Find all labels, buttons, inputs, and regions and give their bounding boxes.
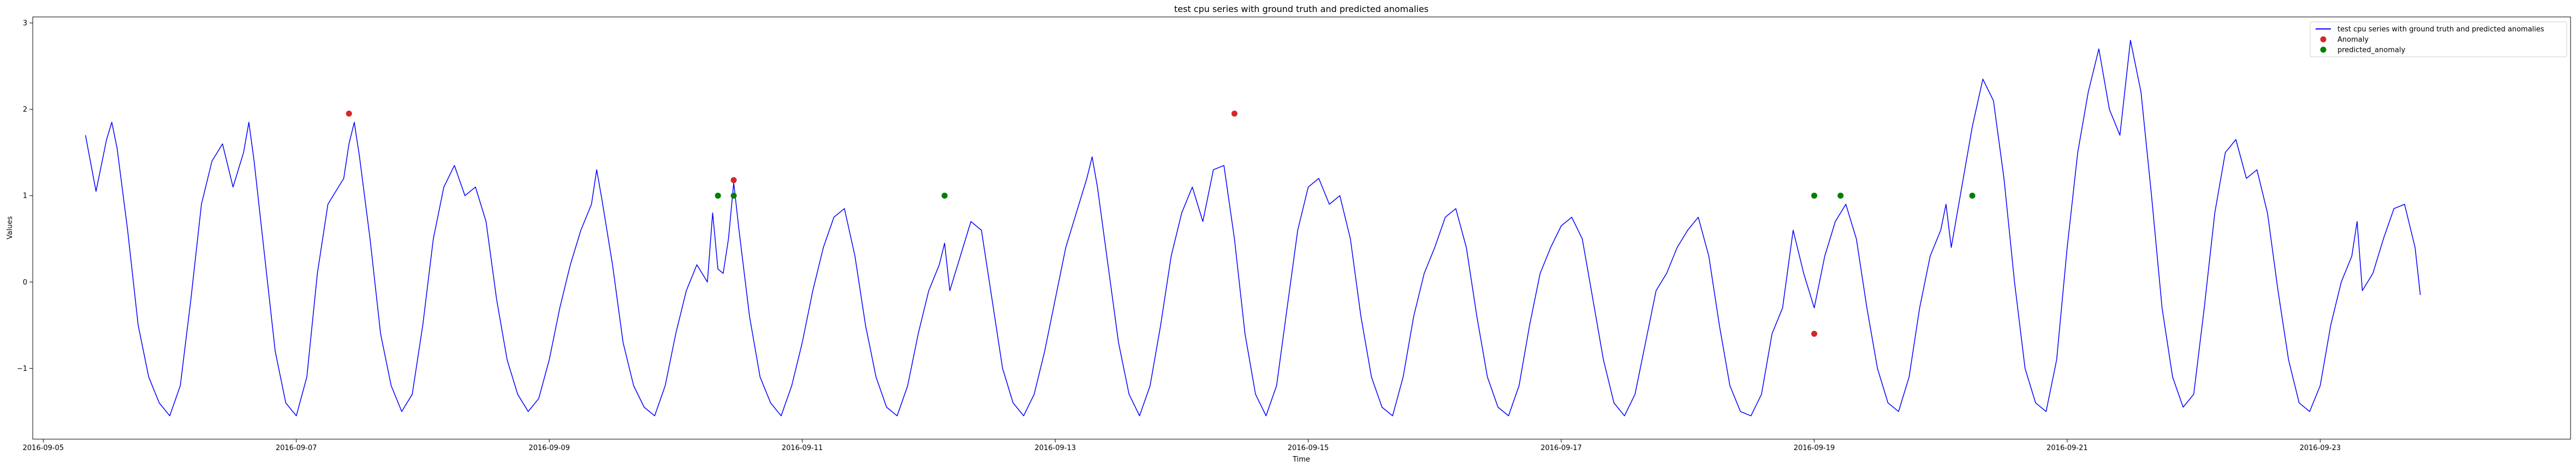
anomaly-point — [1231, 110, 1238, 117]
predicted-anomaly-point — [1837, 192, 1844, 199]
legend-marker-swatch — [2320, 46, 2327, 53]
anomaly-point — [1811, 330, 1817, 337]
legend-marker-swatch — [2320, 36, 2327, 43]
predicted-anomaly-point — [1811, 192, 1817, 199]
x-tick-label: 2016-09-15 — [1288, 444, 1329, 452]
plot-frame — [32, 16, 2571, 440]
x-tick-label: 2016-09-09 — [528, 444, 570, 452]
y-axis: −1 0 1 2 3 — [17, 20, 33, 373]
legend: test cpu series with ground truth and pr… — [2310, 21, 2567, 57]
x-tick-label: 2016-09-11 — [782, 444, 823, 452]
y-tick-label: 1 — [23, 192, 27, 200]
x-tick-label: 2016-09-23 — [2300, 444, 2341, 452]
y-axis-label: Values — [6, 216, 14, 240]
predicted-anomaly-point — [715, 192, 721, 199]
x-axis: 2016-09-05 2016-09-07 2016-09-09 2016-09-11… — [23, 439, 2341, 452]
legend-box — [2310, 21, 2567, 57]
legend-label: predicted_anomaly — [2337, 46, 2406, 55]
y-tick-label: 0 — [23, 279, 27, 287]
predicted-anomaly-point — [941, 192, 948, 199]
chart-title: test cpu series with ground truth and pr… — [1174, 4, 1429, 14]
anomaly-point — [346, 110, 352, 117]
y-tick-label: 2 — [23, 106, 27, 114]
legend-label: Anomaly — [2337, 36, 2369, 44]
x-axis-label: Time — [1292, 456, 1310, 464]
plot-area — [85, 39, 2421, 417]
legend-label: test cpu series with ground truth and pr… — [2337, 26, 2544, 34]
x-tick-label: 2016-09-07 — [276, 444, 317, 452]
anomaly-point — [730, 177, 737, 184]
x-tick-label: 2016-09-21 — [2046, 444, 2088, 452]
predicted-anomaly-point — [1969, 192, 1976, 199]
x-tick-label: 2016-09-17 — [1540, 444, 1582, 452]
series-line — [85, 39, 2421, 417]
y-tick-label: 3 — [23, 20, 27, 28]
x-tick-label: 2016-09-19 — [1794, 444, 1835, 452]
x-tick-label: 2016-09-13 — [1034, 444, 1076, 452]
x-tick-label: 2016-09-05 — [23, 444, 64, 452]
predicted-anomaly-point — [730, 192, 737, 199]
y-tick-label: −1 — [17, 365, 27, 373]
